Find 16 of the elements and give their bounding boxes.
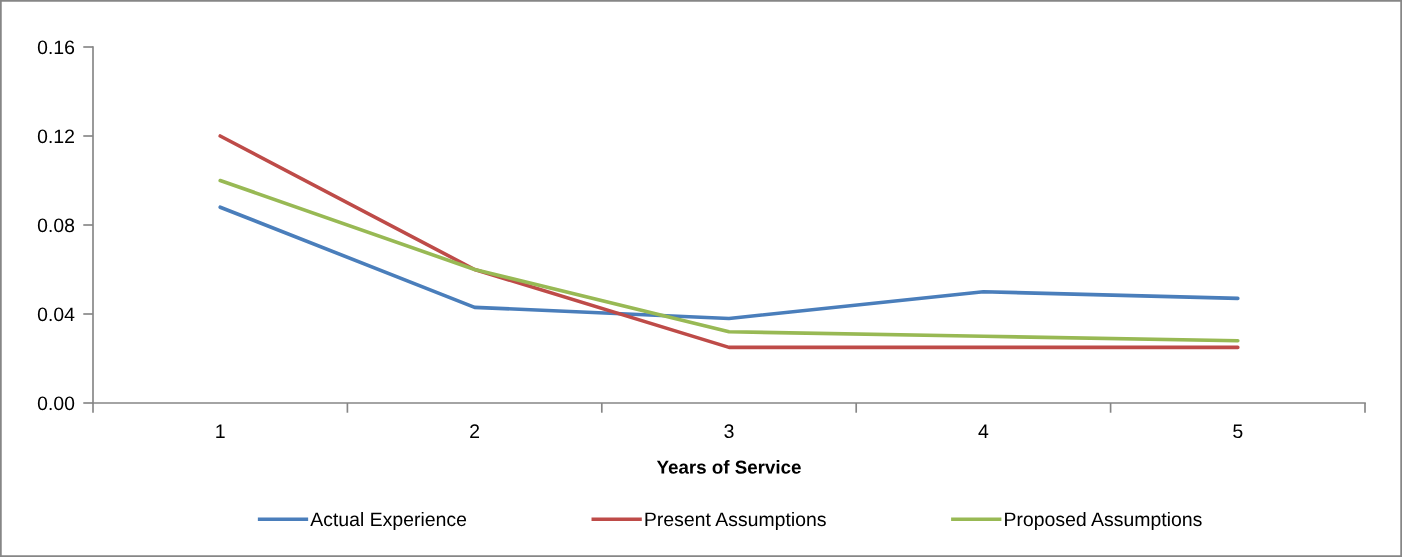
y-tick-label: 0.16: [37, 40, 75, 55]
line-series: [218, 178, 1240, 343]
x-axis-title: Years of Service: [656, 460, 801, 474]
line-series: [218, 205, 1240, 321]
y-tick-label: 0.04: [37, 307, 75, 322]
x-tick-label: 4: [978, 424, 989, 438]
x-tick-label: 1: [216, 424, 225, 438]
legend-label: Proposed Assumptions: [1005, 511, 1202, 531]
y-tick-label: 0.12: [37, 129, 74, 144]
x-tick-label: 5: [1233, 424, 1243, 439]
legend-label: Actual Experience: [310, 511, 467, 531]
x-tick-label: 2: [470, 424, 480, 438]
y-tick-label: 0.00: [37, 396, 75, 411]
y-tick-label: 0.08: [37, 218, 75, 233]
x-tick-label: 3: [724, 424, 734, 439]
legend-label: Present Assumptions: [645, 511, 826, 531]
